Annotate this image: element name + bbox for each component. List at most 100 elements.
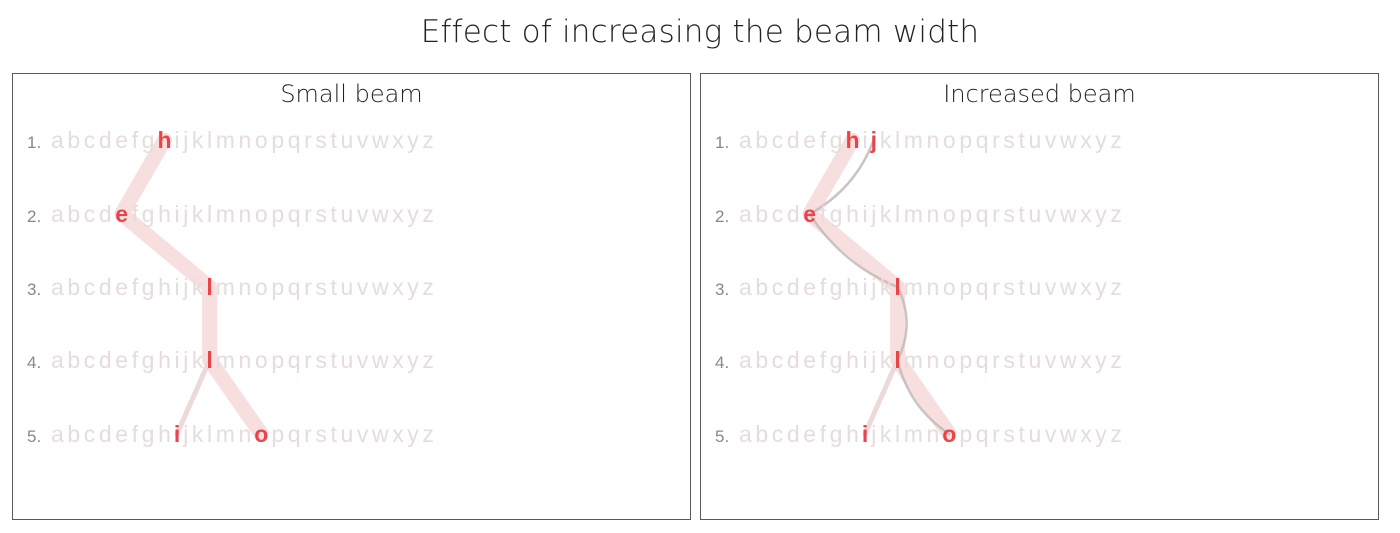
letter-selected: i	[862, 421, 868, 447]
letter-selected: l	[894, 347, 900, 373]
beam-path-branch	[174, 357, 213, 437]
beam-diagram-increased: 1. a b c d e f g h i j k l m n o p q r s t u v w x y z2. a b c d e f g h i j…	[715, 127, 1122, 447]
letter: c	[84, 201, 96, 227]
letter: x	[1080, 127, 1092, 153]
row-label: 2.	[715, 207, 729, 226]
letter: b	[67, 201, 80, 227]
letter-selected: l	[206, 347, 212, 373]
letter: d	[787, 421, 800, 447]
letter: m	[216, 274, 235, 300]
letter: a	[51, 347, 64, 373]
letter: w	[1059, 347, 1077, 373]
letter: r	[992, 201, 1000, 227]
letter: g	[830, 347, 843, 373]
letter: q	[976, 127, 989, 153]
letter: f	[132, 347, 139, 373]
letter: i	[174, 274, 179, 300]
letter: c	[772, 201, 784, 227]
letter: v	[1045, 127, 1057, 153]
letter: i	[174, 127, 179, 153]
letter: g	[830, 274, 843, 300]
letter: v	[1045, 347, 1057, 373]
letter: f	[820, 274, 827, 300]
letter: y	[1095, 347, 1107, 373]
letter: u	[1028, 201, 1041, 227]
letter: t	[330, 127, 337, 153]
row-label: 3.	[715, 280, 729, 299]
letter: k	[192, 127, 204, 153]
letter: j	[182, 347, 188, 373]
letter: v	[357, 347, 369, 373]
letter: b	[67, 347, 80, 373]
letter: p	[271, 274, 284, 300]
letter: e	[115, 421, 128, 447]
letter: s	[1003, 421, 1015, 447]
letter: c	[772, 127, 784, 153]
letter: y	[407, 347, 419, 373]
letter: j	[870, 347, 876, 373]
letter: o	[943, 127, 956, 153]
letter: a	[739, 201, 752, 227]
letter: y	[1095, 201, 1107, 227]
letter-layer: 1. a b c d e f g h i j k l m n o p q r s t u v w x y z2. a b c d e f g h i j…	[715, 127, 1122, 447]
letter: m	[904, 201, 923, 227]
letter: t	[1018, 201, 1025, 227]
letter: h	[846, 201, 859, 227]
letter: j	[870, 421, 876, 447]
letter: t	[330, 347, 337, 373]
letter: t	[1018, 127, 1025, 153]
letter: m	[216, 127, 235, 153]
letter: q	[976, 347, 989, 373]
letter: y	[407, 127, 419, 153]
letter: l	[895, 127, 900, 153]
letter: x	[392, 274, 404, 300]
letter: b	[755, 347, 768, 373]
letter: k	[192, 274, 204, 300]
letter: m	[904, 127, 923, 153]
letter: k	[880, 127, 892, 153]
letter: u	[1028, 127, 1041, 153]
letter: y	[407, 201, 419, 227]
letter: b	[67, 274, 80, 300]
letter: a	[51, 421, 64, 447]
letter: h	[158, 274, 171, 300]
letter: p	[271, 201, 284, 227]
letter: h	[846, 347, 859, 373]
letter: v	[357, 421, 369, 447]
letter: d	[787, 201, 800, 227]
letter: a	[51, 127, 64, 153]
letter: w	[371, 421, 389, 447]
letter: x	[392, 347, 404, 373]
letter: i	[862, 347, 867, 373]
letter: r	[992, 421, 1000, 447]
letter: u	[1028, 347, 1041, 373]
letter: r	[304, 127, 312, 153]
letter: x	[1080, 201, 1092, 227]
letter: d	[99, 127, 112, 153]
letter: l	[207, 201, 212, 227]
letter: o	[943, 201, 956, 227]
row-label: 2.	[27, 207, 41, 226]
row-label: 1.	[27, 133, 41, 152]
beam-path-candidate	[896, 285, 908, 362]
letter: d	[787, 274, 800, 300]
letter: y	[407, 274, 419, 300]
letter: d	[99, 274, 112, 300]
letter: u	[1028, 274, 1041, 300]
letter: f	[132, 127, 139, 153]
letter-selected: e	[803, 201, 816, 227]
letter: s	[1003, 127, 1015, 153]
letter: k	[880, 201, 892, 227]
letter: n	[239, 127, 252, 153]
letter: t	[330, 201, 337, 227]
letter: f	[820, 127, 827, 153]
panel-title-increased-beam: Increased beam	[943, 80, 1136, 108]
letter: a	[51, 201, 64, 227]
letter: c	[84, 421, 96, 447]
letter: j	[182, 421, 188, 447]
letter: g	[142, 347, 155, 373]
letter-selected: j	[870, 127, 877, 153]
letter: n	[927, 421, 940, 447]
letter: n	[239, 421, 252, 447]
letter: p	[271, 347, 284, 373]
